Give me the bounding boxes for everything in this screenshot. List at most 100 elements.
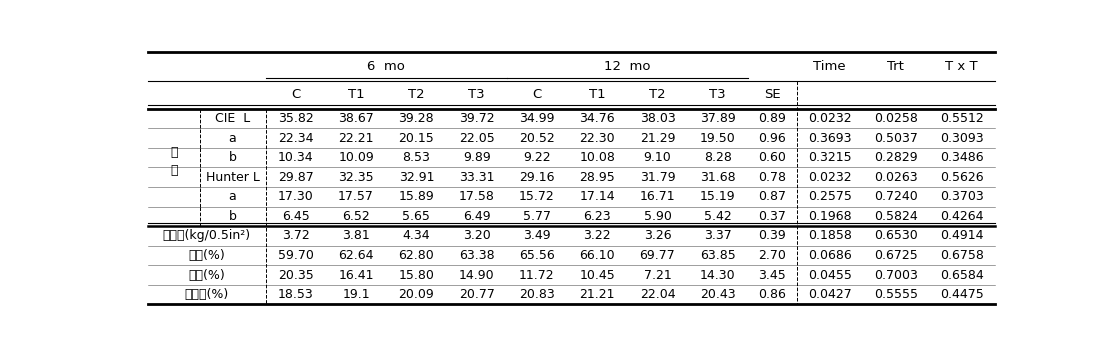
Text: 10.45: 10.45 xyxy=(580,269,615,282)
Text: 16.71: 16.71 xyxy=(640,190,676,203)
Text: 0.5626: 0.5626 xyxy=(940,171,983,184)
Text: 17.57: 17.57 xyxy=(338,190,374,203)
Text: 지방(%): 지방(%) xyxy=(188,269,225,282)
Text: 0.6725: 0.6725 xyxy=(874,249,918,262)
Text: 22.30: 22.30 xyxy=(580,132,615,144)
Text: 29.16: 29.16 xyxy=(520,171,554,184)
Text: 20.83: 20.83 xyxy=(520,288,555,301)
Text: 38.03: 38.03 xyxy=(640,112,676,125)
Text: 3.26: 3.26 xyxy=(643,229,671,243)
Text: 5.65: 5.65 xyxy=(403,210,430,223)
Text: 35.82: 35.82 xyxy=(278,112,313,125)
Text: 10.34: 10.34 xyxy=(278,151,313,164)
Text: 22.21: 22.21 xyxy=(338,132,374,144)
Text: 3.81: 3.81 xyxy=(342,229,370,243)
Text: 0.5512: 0.5512 xyxy=(940,112,983,125)
Text: T3: T3 xyxy=(709,88,726,101)
Text: 12  mo: 12 mo xyxy=(604,60,650,73)
Text: 11.72: 11.72 xyxy=(520,269,555,282)
Text: T2: T2 xyxy=(649,88,666,101)
Text: 0.0427: 0.0427 xyxy=(807,288,852,301)
Text: 수분(%): 수분(%) xyxy=(188,249,225,262)
Text: T2: T2 xyxy=(408,88,425,101)
Text: C: C xyxy=(532,88,542,101)
Text: 0.3693: 0.3693 xyxy=(808,132,852,144)
Text: 22.05: 22.05 xyxy=(458,132,495,144)
Text: 0.0258: 0.0258 xyxy=(874,112,918,125)
Text: 색: 색 xyxy=(169,164,177,177)
Text: 0.2829: 0.2829 xyxy=(874,151,918,164)
Text: 0.0232: 0.0232 xyxy=(807,171,852,184)
Text: 20.15: 20.15 xyxy=(398,132,434,144)
Text: 0.1968: 0.1968 xyxy=(807,210,852,223)
Text: 0.37: 0.37 xyxy=(758,210,786,223)
Text: 21.21: 21.21 xyxy=(580,288,615,301)
Text: T3: T3 xyxy=(468,88,485,101)
Text: 8.53: 8.53 xyxy=(403,151,430,164)
Text: 8.28: 8.28 xyxy=(704,151,731,164)
Text: 32.91: 32.91 xyxy=(398,171,434,184)
Text: 0.4264: 0.4264 xyxy=(940,210,983,223)
Text: 20.35: 20.35 xyxy=(278,269,313,282)
Text: 17.30: 17.30 xyxy=(278,190,313,203)
Text: 9.89: 9.89 xyxy=(463,151,491,164)
Text: 62.64: 62.64 xyxy=(338,249,374,262)
Text: 0.86: 0.86 xyxy=(758,288,786,301)
Text: 0.3703: 0.3703 xyxy=(940,190,983,203)
Text: T1: T1 xyxy=(589,88,605,101)
Text: 0.7003: 0.7003 xyxy=(874,269,918,282)
Text: 20.52: 20.52 xyxy=(520,132,555,144)
Text: 전단력(kg/0.5in²): 전단력(kg/0.5in²) xyxy=(163,229,251,243)
Text: 0.96: 0.96 xyxy=(758,132,786,144)
Text: 9.10: 9.10 xyxy=(643,151,671,164)
Text: 6.23: 6.23 xyxy=(583,210,611,223)
Text: 22.04: 22.04 xyxy=(640,288,676,301)
Text: 육: 육 xyxy=(169,146,177,159)
Text: 15.89: 15.89 xyxy=(398,190,434,203)
Text: 0.2575: 0.2575 xyxy=(807,190,852,203)
Text: 단백질(%): 단백질(%) xyxy=(185,288,229,301)
Text: 2.70: 2.70 xyxy=(758,249,786,262)
Text: 3.72: 3.72 xyxy=(282,229,310,243)
Text: 3.45: 3.45 xyxy=(758,269,786,282)
Text: 0.1858: 0.1858 xyxy=(807,229,852,243)
Text: 17.58: 17.58 xyxy=(458,190,495,203)
Text: 0.5824: 0.5824 xyxy=(874,210,918,223)
Text: 0.0232: 0.0232 xyxy=(807,112,852,125)
Text: Trt: Trt xyxy=(888,60,904,73)
Text: 34.99: 34.99 xyxy=(520,112,554,125)
Text: Hunter L: Hunter L xyxy=(205,171,260,184)
Text: Time: Time xyxy=(813,60,846,73)
Text: 22.34: 22.34 xyxy=(278,132,313,144)
Text: 33.31: 33.31 xyxy=(459,171,494,184)
Text: 0.6584: 0.6584 xyxy=(940,269,983,282)
Text: 7.21: 7.21 xyxy=(643,269,671,282)
Text: 0.4914: 0.4914 xyxy=(940,229,983,243)
Text: 0.3215: 0.3215 xyxy=(807,151,852,164)
Text: 39.72: 39.72 xyxy=(459,112,494,125)
Text: 0.3093: 0.3093 xyxy=(940,132,983,144)
Text: 59.70: 59.70 xyxy=(278,249,313,262)
Text: 6.49: 6.49 xyxy=(463,210,491,223)
Text: b: b xyxy=(229,210,236,223)
Text: 3.20: 3.20 xyxy=(463,229,491,243)
Text: SE: SE xyxy=(764,88,780,101)
Text: 32.35: 32.35 xyxy=(338,171,374,184)
Text: 20.77: 20.77 xyxy=(458,288,495,301)
Text: 6.52: 6.52 xyxy=(342,210,370,223)
Text: 14.30: 14.30 xyxy=(700,269,736,282)
Text: 16.41: 16.41 xyxy=(338,269,374,282)
Text: 62.80: 62.80 xyxy=(398,249,434,262)
Text: 0.39: 0.39 xyxy=(758,229,786,243)
Text: 15.19: 15.19 xyxy=(700,190,736,203)
Text: 65.56: 65.56 xyxy=(520,249,555,262)
Text: 10.08: 10.08 xyxy=(580,151,615,164)
Text: 18.53: 18.53 xyxy=(278,288,313,301)
Text: 15.80: 15.80 xyxy=(398,269,435,282)
Text: 3.49: 3.49 xyxy=(523,229,551,243)
Text: T1: T1 xyxy=(348,88,365,101)
Text: 4.34: 4.34 xyxy=(403,229,430,243)
Text: 37.89: 37.89 xyxy=(700,112,736,125)
Text: 0.4475: 0.4475 xyxy=(940,288,983,301)
Text: 10.09: 10.09 xyxy=(338,151,374,164)
